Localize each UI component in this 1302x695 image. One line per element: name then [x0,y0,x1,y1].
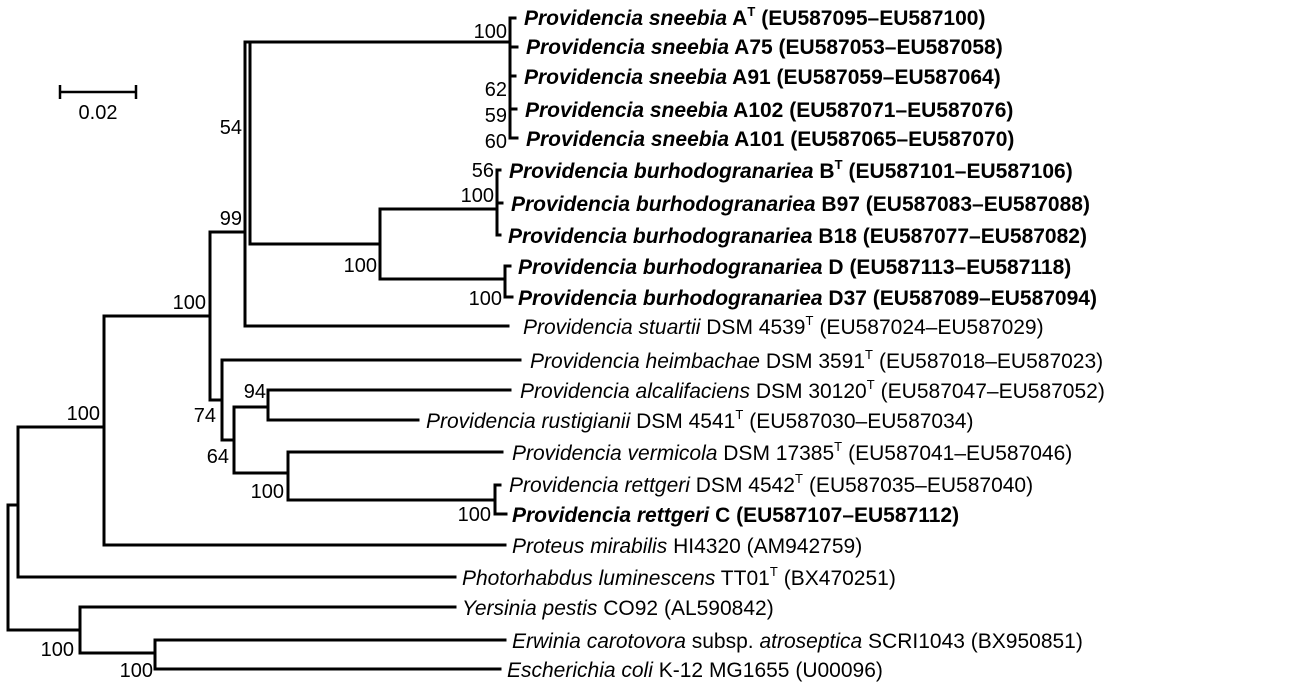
taxon-label: Providencia vermicola DSM 17385T (EU58704… [512,439,1072,465]
bootstrap-value: 56 [472,160,494,182]
taxon-label: Providencia burhodogranariea B97 (EU5870… [511,193,1090,216]
taxon-label: Providencia sneebia A102 (EU587071–EU587… [525,99,1013,122]
bootstrap-value: 59 [485,105,507,127]
bootstrap-value: 100 [173,292,206,314]
bootstrap-value: 64 [207,446,229,468]
taxon-label: Erwinia carotovora subsp. atroseptica SC… [512,630,1083,653]
taxon-label: Providencia sneebia A91 (EU587059–EU5870… [524,66,1001,89]
bootstrap-value: 100 [251,481,284,503]
bootstrap-value: 99 [220,208,242,230]
taxon-label: Providencia burhodogranariea D (EU587113… [518,256,1071,279]
taxon-label: Providencia rustigianii DSM 4541T (EU5870… [426,407,973,433]
scale-bar-label: 0.02 [79,102,118,124]
taxon-label: Providencia stuartii DSM 4539T (EU587024–… [523,313,1044,339]
bootstrap-value: 62 [485,79,507,101]
taxon-label: Providencia heimbachae DSM 3591T (EU58701… [530,347,1103,373]
bootstrap-value: 100 [120,660,153,682]
taxon-label: Providencia rettgeri DSM 4542T (EU587035–… [509,471,1033,497]
taxon-label: Providencia burhodogranariea D37 (EU5870… [518,287,1097,310]
bootstrap-value: 100 [67,403,100,425]
taxon-label: Yersinia pestis CO92 (AL590842) [462,597,774,620]
bootstrap-value: 100 [344,255,377,277]
taxon-label: Photorhabdus luminescens TT01T (BX470251) [462,564,896,590]
taxon-label: Providencia sneebia A101 (EU587065–EU587… [526,128,1014,151]
taxon-label: Proteus mirabilis HI4320 (AM942759) [512,535,862,558]
taxon-label: Providencia sneebia A75 (EU587053–EU5870… [526,36,1003,59]
bootstrap-value: 60 [485,131,507,153]
taxon-label: Providencia burhodogranariea B18 (EU5870… [508,225,1087,248]
bootstrap-value: 74 [194,405,216,427]
taxon-label: Providencia alcalifaciens DSM 30120T (EU5… [520,377,1105,403]
taxon-labels: Providencia sneebia AT (EU587095–EU587100… [426,4,1105,682]
taxon-label: Providencia burhodogranariea BT (EU587101… [509,157,1073,183]
tree-branches [6,16,522,671]
bootstrap-value: 100 [469,288,502,310]
bootstrap-value: 54 [220,117,242,139]
bootstrap-value: 100 [474,21,507,43]
bootstrap-values: 100 62 59 60 54 56 100 100 100 99 100 94… [41,21,507,682]
taxon-label: Providencia sneebia AT (EU587095–EU587100… [524,4,985,30]
taxon-label: Escherichia coli K-12 MG1655 (U00096) [507,659,883,682]
scale-bar: 0.02 [58,85,138,124]
bootstrap-value: 100 [458,504,491,526]
bootstrap-value: 100 [461,185,494,207]
bootstrap-value: 94 [244,381,266,403]
bootstrap-value: 100 [41,639,74,661]
taxon-label: Providencia rettgeri C (EU587107–EU58711… [512,504,959,527]
